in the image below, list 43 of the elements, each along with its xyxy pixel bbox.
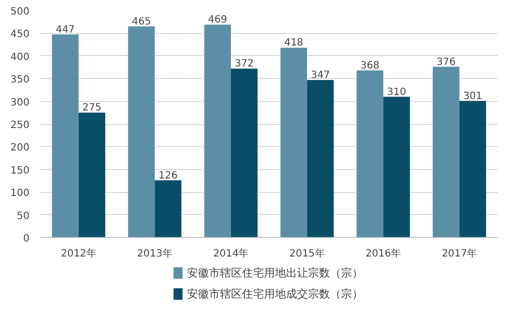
y-tick-label: 350: [10, 74, 30, 86]
bar: [307, 80, 334, 238]
x-tick-label: 2013年: [137, 248, 172, 260]
legend-label: 安徽市辖区住宅用地出让宗数（宗）: [187, 266, 364, 280]
y-tick-label: 400: [10, 52, 30, 63]
x-tick-label: 2016年: [366, 248, 401, 260]
data-label: 418: [284, 38, 304, 49]
data-label: 275: [82, 102, 102, 114]
y-tick-label: 300: [10, 97, 30, 108]
y-tick-label: 100: [10, 188, 30, 200]
bar: [154, 180, 182, 238]
bar: [204, 24, 231, 238]
y-tick-label: 150: [10, 165, 30, 176]
data-label: 447: [56, 24, 75, 36]
bar: [383, 96, 410, 238]
bar: [459, 100, 486, 238]
data-label: 465: [132, 16, 151, 28]
data-label: 126: [158, 170, 178, 182]
y-tick-label: 50: [16, 210, 30, 222]
y-tick-label: 450: [10, 29, 30, 40]
data-label: 376: [436, 56, 456, 68]
y-tick-label: 200: [10, 142, 30, 154]
bar: [280, 48, 308, 238]
data-label: 372: [234, 58, 254, 70]
data-label: 310: [387, 86, 406, 98]
bar: [356, 70, 384, 238]
x-tick-label: 2015年: [289, 248, 325, 260]
legend-label: 安徽市辖区住宅用地成交宗数（宗）: [187, 288, 364, 300]
y-tick-label: 0: [23, 234, 30, 244]
data-label: 347: [310, 70, 330, 81]
data-label: 301: [463, 90, 482, 102]
y-tick-label: 250: [10, 120, 30, 131]
bar: [78, 112, 106, 238]
y-tick-label: 500: [10, 6, 30, 18]
data-label: 469: [208, 14, 228, 26]
bar: [128, 26, 155, 238]
bar: [432, 66, 460, 238]
bar: [230, 68, 258, 238]
x-tick-label: 2014年: [213, 248, 249, 260]
x-tick-label: 2012年: [60, 248, 96, 260]
data-label: 368: [360, 60, 380, 72]
x-tick-label: 2017年: [442, 248, 478, 260]
bar: [52, 34, 79, 238]
